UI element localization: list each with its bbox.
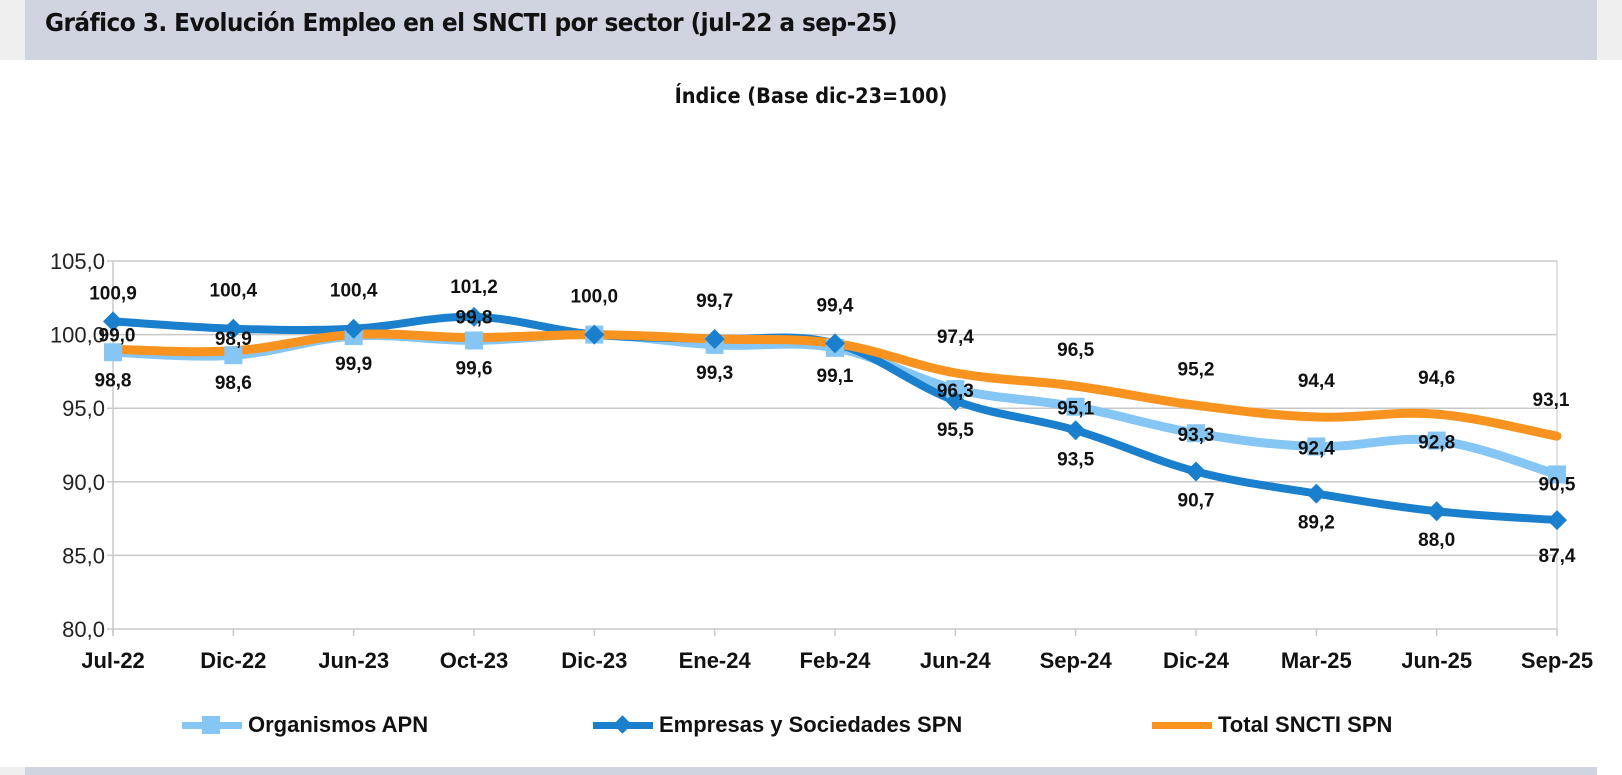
marker-square: [224, 346, 243, 365]
marker-diamond: [945, 390, 966, 411]
data-label: 100,9: [89, 283, 137, 304]
data-label: 99,6: [456, 358, 493, 379]
marker-square: [465, 331, 483, 350]
data-label: 101,2: [450, 277, 498, 298]
marker-diamond: [1065, 420, 1086, 441]
legend-item: Organismos APN: [182, 712, 428, 738]
data-label: 94,4: [1298, 371, 1335, 392]
legend: Organismos APN Empresas y Sociedades SPN T…: [0, 712, 1622, 752]
y-tick-label: 80,0: [62, 617, 105, 642]
marker-diamond: [584, 324, 605, 345]
y-tick-label: 100,0: [50, 323, 105, 348]
data-label: 92,4: [1298, 438, 1335, 459]
marker-square: [1427, 431, 1446, 450]
data-label: 96,3: [937, 381, 974, 402]
data-label: 99,9: [335, 354, 372, 375]
x-axis-ticks: Jul-22 Dic-22 Jun-23 Oct-23 Dic-23 Ene-24 Feb-…: [81, 629, 1593, 673]
marker-diamond: [103, 311, 123, 332]
marker-square: [1548, 465, 1566, 484]
data-label: 89,2: [1298, 513, 1335, 534]
data-label: 95,1: [1057, 399, 1094, 420]
x-tick-label: Sep-24: [1040, 648, 1113, 673]
x-tick-label: Jun-25: [1401, 648, 1472, 673]
data-label: 96,5: [1057, 340, 1094, 361]
grid-lines: [107, 260, 1557, 630]
legend-item: Empresas y Sociedades SPN: [593, 712, 962, 738]
data-labels: 98,8 98,6 99,9 99,6 99,3 99,1 96,3 95,1 93,3 92,4…: [89, 277, 1576, 567]
data-label: 99,3: [696, 363, 733, 384]
data-label: 97,4: [937, 327, 974, 348]
marker-square: [946, 380, 965, 399]
x-tick-label: Dic-22: [200, 648, 266, 673]
marker-diamond: [1547, 510, 1567, 531]
data-label: 99,0: [99, 325, 136, 346]
data-label: 98,8: [95, 370, 132, 391]
header-margin-right: [1597, 0, 1622, 60]
data-label: 92,8: [1418, 433, 1455, 454]
data-label: 95,5: [937, 420, 974, 441]
x-tick-label: Feb-24: [800, 648, 872, 673]
y-tick-label: 105,0: [50, 249, 105, 274]
marker-square: [104, 343, 122, 362]
data-label: 95,2: [1178, 359, 1215, 380]
legend-label: Empresas y Sociedades SPN: [659, 712, 963, 737]
data-label: 98,9: [215, 329, 252, 350]
y-tick-label: 95,0: [62, 396, 105, 421]
marker-diamond: [1186, 461, 1206, 482]
figure-title: Gráfico 3. Evolución Empleo en el SNCTI …: [45, 8, 898, 37]
legend-label: Organismos APN: [248, 712, 429, 737]
data-label: 100,0: [571, 287, 619, 308]
data-label: 98,6: [215, 373, 252, 394]
chart-title: Índice (Base dic-23=100): [674, 84, 948, 108]
marker-diamond: [1306, 483, 1327, 504]
x-tick-label: Sep-25: [1521, 648, 1593, 673]
x-tick-label: Jun-23: [318, 648, 389, 673]
x-tick-label: Dic-24: [1163, 648, 1230, 673]
legend-label: Total SNCTI SPN: [1218, 712, 1393, 737]
legend-swatch-icon: [593, 712, 653, 738]
marker-square: [1307, 437, 1326, 456]
data-label: 100,4: [330, 281, 378, 302]
data-label: 99,1: [817, 366, 854, 387]
data-label: 100,4: [210, 281, 258, 302]
x-tick-label: Jul-22: [81, 648, 145, 673]
footer-band: [25, 767, 1597, 775]
legend-swatch-icon: [182, 712, 242, 738]
data-label: 90,5: [1539, 474, 1576, 495]
data-label: 90,7: [1178, 490, 1215, 511]
marker-square: [1187, 424, 1205, 443]
y-tick-label: 85,0: [62, 543, 105, 568]
header-margin-left: [0, 0, 25, 60]
x-tick-label: Dic-23: [561, 648, 627, 673]
data-label: 99,4: [817, 295, 854, 316]
marker-square: [1066, 397, 1085, 416]
data-label: 93,5: [1057, 449, 1094, 470]
marker-diamond: [464, 306, 484, 327]
data-label: 93,1: [1533, 390, 1570, 411]
y-tick-label: 90,0: [62, 470, 105, 495]
data-label: 87,4: [1539, 546, 1576, 567]
marker-diamond: [223, 318, 244, 339]
data-label: 88,0: [1418, 530, 1455, 551]
marker-diamond: [825, 333, 845, 354]
legend-swatch-icon: [1152, 712, 1212, 738]
x-tick-label: Oct-23: [440, 648, 508, 673]
series-markers: [103, 306, 1567, 531]
marker-diamond: [1426, 501, 1447, 522]
marker-diamond: [343, 318, 364, 339]
x-tick-label: Ene-24: [679, 648, 752, 673]
marker-diamond: [704, 329, 725, 350]
legend-item: Total SNCTI SPN: [1152, 712, 1392, 738]
y-axis-ticks: 80,0 85,0 90,0 95,0 100,0 105,0: [50, 249, 105, 642]
data-label: 99,7: [696, 291, 733, 312]
x-tick-label: Mar-25: [1281, 648, 1352, 673]
data-label: 94,6: [1418, 368, 1455, 389]
data-label: 99,8: [456, 308, 493, 329]
header-band: [25, 0, 1597, 60]
footer-margin-left: [0, 767, 25, 775]
data-label: 93,3: [1178, 425, 1215, 446]
x-tick-label: Jun-24: [920, 648, 992, 673]
